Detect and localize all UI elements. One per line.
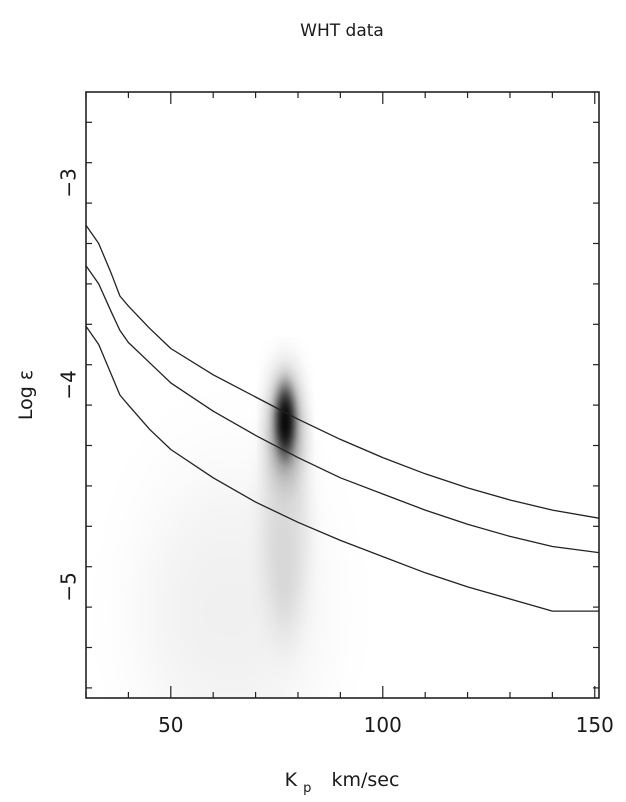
chart-title: WHT data — [300, 21, 384, 41]
heatmap-peak — [276, 389, 295, 454]
heatmap — [140, 381, 321, 698]
tick-labels: 50 100 150 −5 −4 −3 — [57, 168, 614, 737]
x-tick-label: 150 — [576, 713, 614, 737]
series-line-3 — [86, 325, 599, 612]
curves — [86, 224, 599, 612]
x-tick-label: 50 — [158, 713, 183, 737]
y-tick-label: −5 — [57, 572, 81, 601]
x-axis-label: K p km/sec — [285, 769, 400, 797]
ticks — [85, 92, 599, 698]
series-line-2 — [86, 265, 599, 554]
x-axis-label-unit: km/sec — [331, 769, 399, 791]
series-line-1 — [86, 224, 599, 519]
x-tick-label: 100 — [364, 713, 402, 737]
y-tick-label: −3 — [57, 168, 81, 197]
plot-frame — [85, 91, 600, 699]
y-axis-label: Log ε — [15, 370, 37, 420]
heatmap-tail — [263, 395, 308, 636]
y-tick-label: −4 — [57, 370, 81, 399]
x-axis-label-subscript: p — [303, 781, 311, 796]
x-axis-label-main: K — [285, 769, 298, 791]
